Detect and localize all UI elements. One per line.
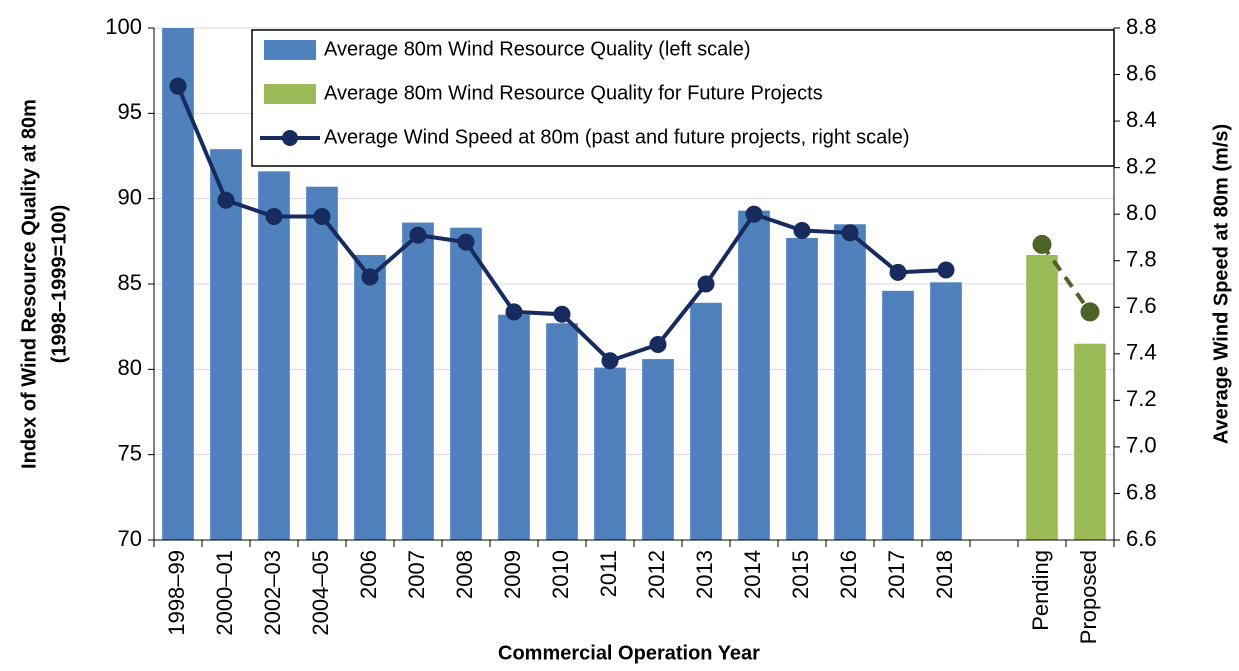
marker: [361, 268, 379, 286]
bar: [642, 359, 674, 540]
x-tick-label: 2004–05: [308, 550, 333, 636]
bar: [1074, 343, 1106, 540]
bar: [738, 210, 770, 540]
bar: [498, 314, 530, 540]
bar: [1026, 254, 1058, 540]
x-tick-label: 2000–01: [212, 550, 237, 636]
x-tick-label: 2002–03: [260, 550, 285, 636]
y2-tick-label: 8.6: [1126, 60, 1157, 85]
legend: Average 80m Wind Resource Quality (left …: [251, 29, 1115, 167]
x-tick-label: 2015: [788, 550, 813, 599]
x-tick-label: 2017: [884, 550, 909, 599]
y2-tick-label: 8.8: [1126, 14, 1157, 39]
bar: [306, 186, 338, 540]
bar: [786, 237, 818, 541]
x-tick-label: 1998–99: [164, 550, 189, 636]
x-tick-label: 2016: [836, 550, 861, 599]
y-tick-label: 70: [118, 526, 142, 551]
bar: [354, 254, 386, 540]
marker: [553, 305, 571, 323]
marker: [1032, 234, 1052, 254]
bar: [546, 323, 578, 540]
x-tick-label: 2007: [404, 550, 429, 599]
legend-box: [251, 29, 1115, 167]
x-tick-label: 2009: [500, 550, 525, 599]
marker: [601, 352, 619, 370]
x-tick-label: 2014: [740, 550, 765, 599]
legend-swatch: [264, 40, 316, 60]
bar: [882, 290, 914, 540]
bar: [450, 227, 482, 540]
legend-swatch: [282, 130, 298, 146]
marker: [1080, 302, 1100, 322]
marker: [409, 226, 427, 244]
legend-swatch: [264, 84, 316, 104]
y-axis-label: Index of Wind Resource Quality at 80m: [18, 99, 40, 469]
y2-tick-label: 6.6: [1126, 526, 1157, 551]
legend-label: Average 80m Wind Resource Quality (left …: [324, 38, 750, 60]
y-tick-label: 95: [118, 99, 142, 124]
y2-tick-label: 7.0: [1126, 433, 1157, 458]
line: [1040, 243, 1092, 314]
x-tick-label: 2013: [692, 550, 717, 599]
y-tick-label: 80: [118, 355, 142, 380]
bar: [690, 302, 722, 540]
bar: [402, 222, 434, 540]
y-axis-label: (1998–1999=100): [48, 205, 70, 363]
bar: [210, 149, 242, 540]
marker: [505, 303, 523, 321]
y-tick-label: 75: [118, 440, 142, 465]
marker: [841, 224, 859, 242]
marker: [457, 233, 475, 251]
bar: [258, 171, 290, 541]
bar: [930, 282, 962, 540]
x-tick-label: 2008: [452, 550, 477, 599]
marker: [169, 77, 187, 95]
legend-label: Average 80m Wind Resource Quality for Fu…: [324, 82, 823, 104]
y2-axis-label: Average Wind Speed at 80m (m/s): [1210, 124, 1232, 444]
marker: [745, 205, 763, 223]
marker: [217, 191, 235, 209]
marker: [793, 221, 811, 239]
y2-tick-label: 7.8: [1126, 247, 1157, 272]
x-tick-label: 2018: [932, 550, 957, 599]
x-tick-label: 2010: [548, 550, 573, 599]
marker: [649, 336, 667, 354]
x-tick-label: 2006: [356, 550, 381, 599]
y2-tick-label: 8.2: [1126, 153, 1157, 178]
x-tick-label: 2011: [596, 550, 621, 597]
y-tick-label: 100: [105, 14, 142, 39]
y-tick-label: 90: [118, 184, 142, 209]
x-tick-label: 2012: [644, 550, 669, 599]
marker: [697, 275, 715, 293]
legend-label: Average Wind Speed at 80m (past and futu…: [324, 126, 910, 148]
x-tick-label: Pending: [1028, 550, 1053, 631]
x-tick-label: Proposed: [1076, 550, 1101, 644]
marker: [889, 263, 907, 281]
y-tick-label: 85: [118, 270, 142, 295]
y2-tick-label: 8.4: [1126, 107, 1157, 132]
y2-tick-label: 8.0: [1126, 200, 1157, 225]
y2-tick-label: 7.2: [1126, 386, 1157, 411]
marker: [313, 208, 331, 226]
bar: [594, 367, 626, 540]
marker: [937, 261, 955, 279]
y2-tick-label: 6.8: [1126, 479, 1157, 504]
bar: [834, 224, 866, 540]
y2-tick-label: 7.4: [1126, 340, 1157, 365]
y2-tick-label: 7.6: [1126, 293, 1157, 318]
x-axis-label: Commercial Operation Year: [498, 642, 760, 664]
bar: [162, 28, 194, 540]
marker: [265, 208, 283, 226]
